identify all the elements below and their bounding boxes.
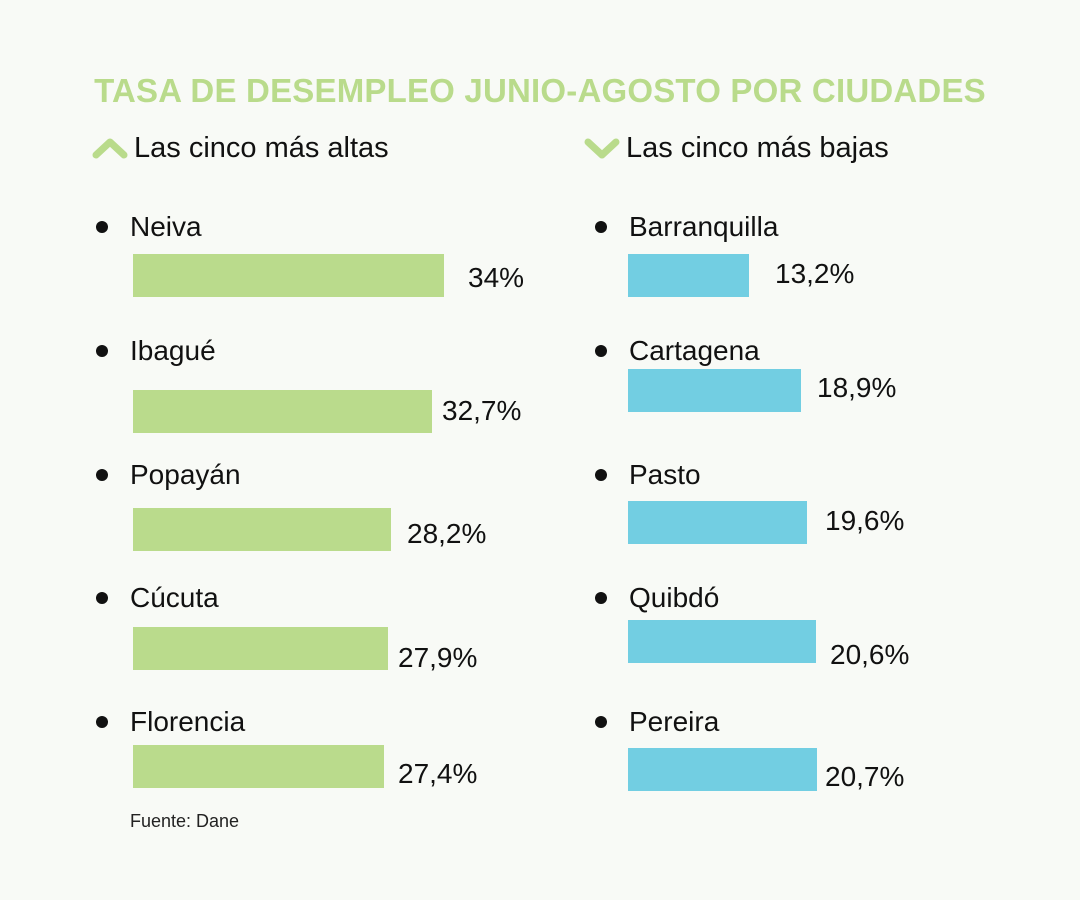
high-city-name: Popayán	[130, 459, 241, 490]
high-city-label: Florencia	[96, 704, 245, 740]
low-bar	[628, 369, 801, 412]
bullet-icon	[96, 221, 108, 233]
low-bar	[628, 254, 749, 297]
low-section-title: Las cinco más bajas	[626, 131, 889, 164]
high-value-label: 27,9%	[398, 642, 478, 673]
low-value-label: 13,2%	[775, 258, 855, 289]
high-value-label: 27,4%	[398, 758, 478, 789]
bullet-icon	[96, 345, 108, 357]
high-value-label: 32,7%	[442, 395, 522, 426]
bullet-icon	[595, 345, 607, 357]
low-city-name: Pereira	[629, 706, 720, 737]
high-city-label: Neiva	[96, 209, 202, 245]
high-city-name: Cúcuta	[130, 582, 219, 613]
low-bar	[628, 620, 816, 663]
bullet-icon	[595, 716, 607, 728]
high-section-title: Las cinco más altas	[134, 131, 389, 164]
high-city-name: Florencia	[130, 706, 246, 737]
high-value-label: 28,2%	[407, 518, 487, 549]
high-value-label: 34%	[468, 262, 525, 293]
high-city-label: Cúcuta	[96, 580, 219, 616]
low-section-header: Las cinco más bajas	[584, 128, 889, 168]
low-city-name: Pasto	[629, 459, 701, 490]
low-city-label: Barranquilla	[595, 209, 778, 245]
bullet-icon	[595, 592, 607, 604]
low-city-name: Cartagena	[629, 335, 760, 366]
high-bar	[133, 390, 432, 433]
high-section-header: Las cinco más altas	[92, 128, 389, 168]
high-bar	[133, 745, 384, 788]
low-bar	[628, 748, 817, 791]
bullet-icon	[595, 221, 607, 233]
high-bar	[133, 627, 388, 670]
source-note: Fuente: Dane	[130, 811, 240, 831]
high-bar	[133, 254, 444, 297]
chevron-up-icon	[92, 138, 128, 159]
high-city-label: Popayán	[96, 457, 241, 493]
low-city-name: Quibdó	[629, 582, 720, 613]
low-city-label: Cartagena	[595, 333, 760, 369]
low-value-label: 18,9%	[817, 372, 897, 403]
bullet-icon	[96, 716, 108, 728]
low-value-label: 19,6%	[825, 505, 905, 536]
low-value-label: 20,7%	[825, 761, 905, 792]
chart-title: TASA DE DESEMPLEO JUNIO-AGOSTO POR CIUDA…	[94, 72, 986, 109]
high-city-name: Ibagué	[130, 335, 216, 366]
low-bar	[628, 501, 807, 544]
low-value-label: 20,6%	[830, 639, 910, 670]
bullet-icon	[96, 469, 108, 481]
low-city-name: Barranquilla	[629, 211, 779, 242]
high-city-label: Ibagué	[96, 333, 216, 369]
low-city-label: Pasto	[595, 457, 701, 493]
high-bar	[133, 508, 391, 551]
bullet-icon	[595, 469, 607, 481]
bullet-icon	[96, 592, 108, 604]
chevron-down-icon	[584, 138, 620, 159]
low-city-label: Pereira	[595, 704, 719, 740]
high-city-name: Neiva	[130, 211, 202, 242]
low-city-label: Quibdó	[595, 580, 719, 616]
